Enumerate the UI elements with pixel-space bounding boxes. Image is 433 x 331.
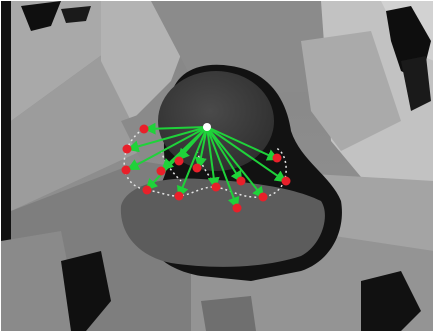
joint-dot — [123, 145, 132, 154]
joint-dot — [122, 166, 131, 175]
joint-dot — [175, 157, 184, 166]
joint-dot — [143, 186, 152, 195]
palm-origin-point — [203, 123, 211, 131]
joint-dot — [233, 204, 242, 213]
joint-dot — [273, 154, 282, 163]
joint-dot — [193, 164, 202, 173]
joint-dot — [212, 183, 221, 192]
joint-dot — [259, 193, 268, 202]
joint-dot — [175, 192, 184, 201]
torso-region — [121, 178, 325, 266]
joint-dot — [140, 125, 149, 134]
joint-dot — [282, 177, 291, 186]
joint-dot — [237, 177, 246, 186]
joint-dot — [157, 167, 166, 176]
